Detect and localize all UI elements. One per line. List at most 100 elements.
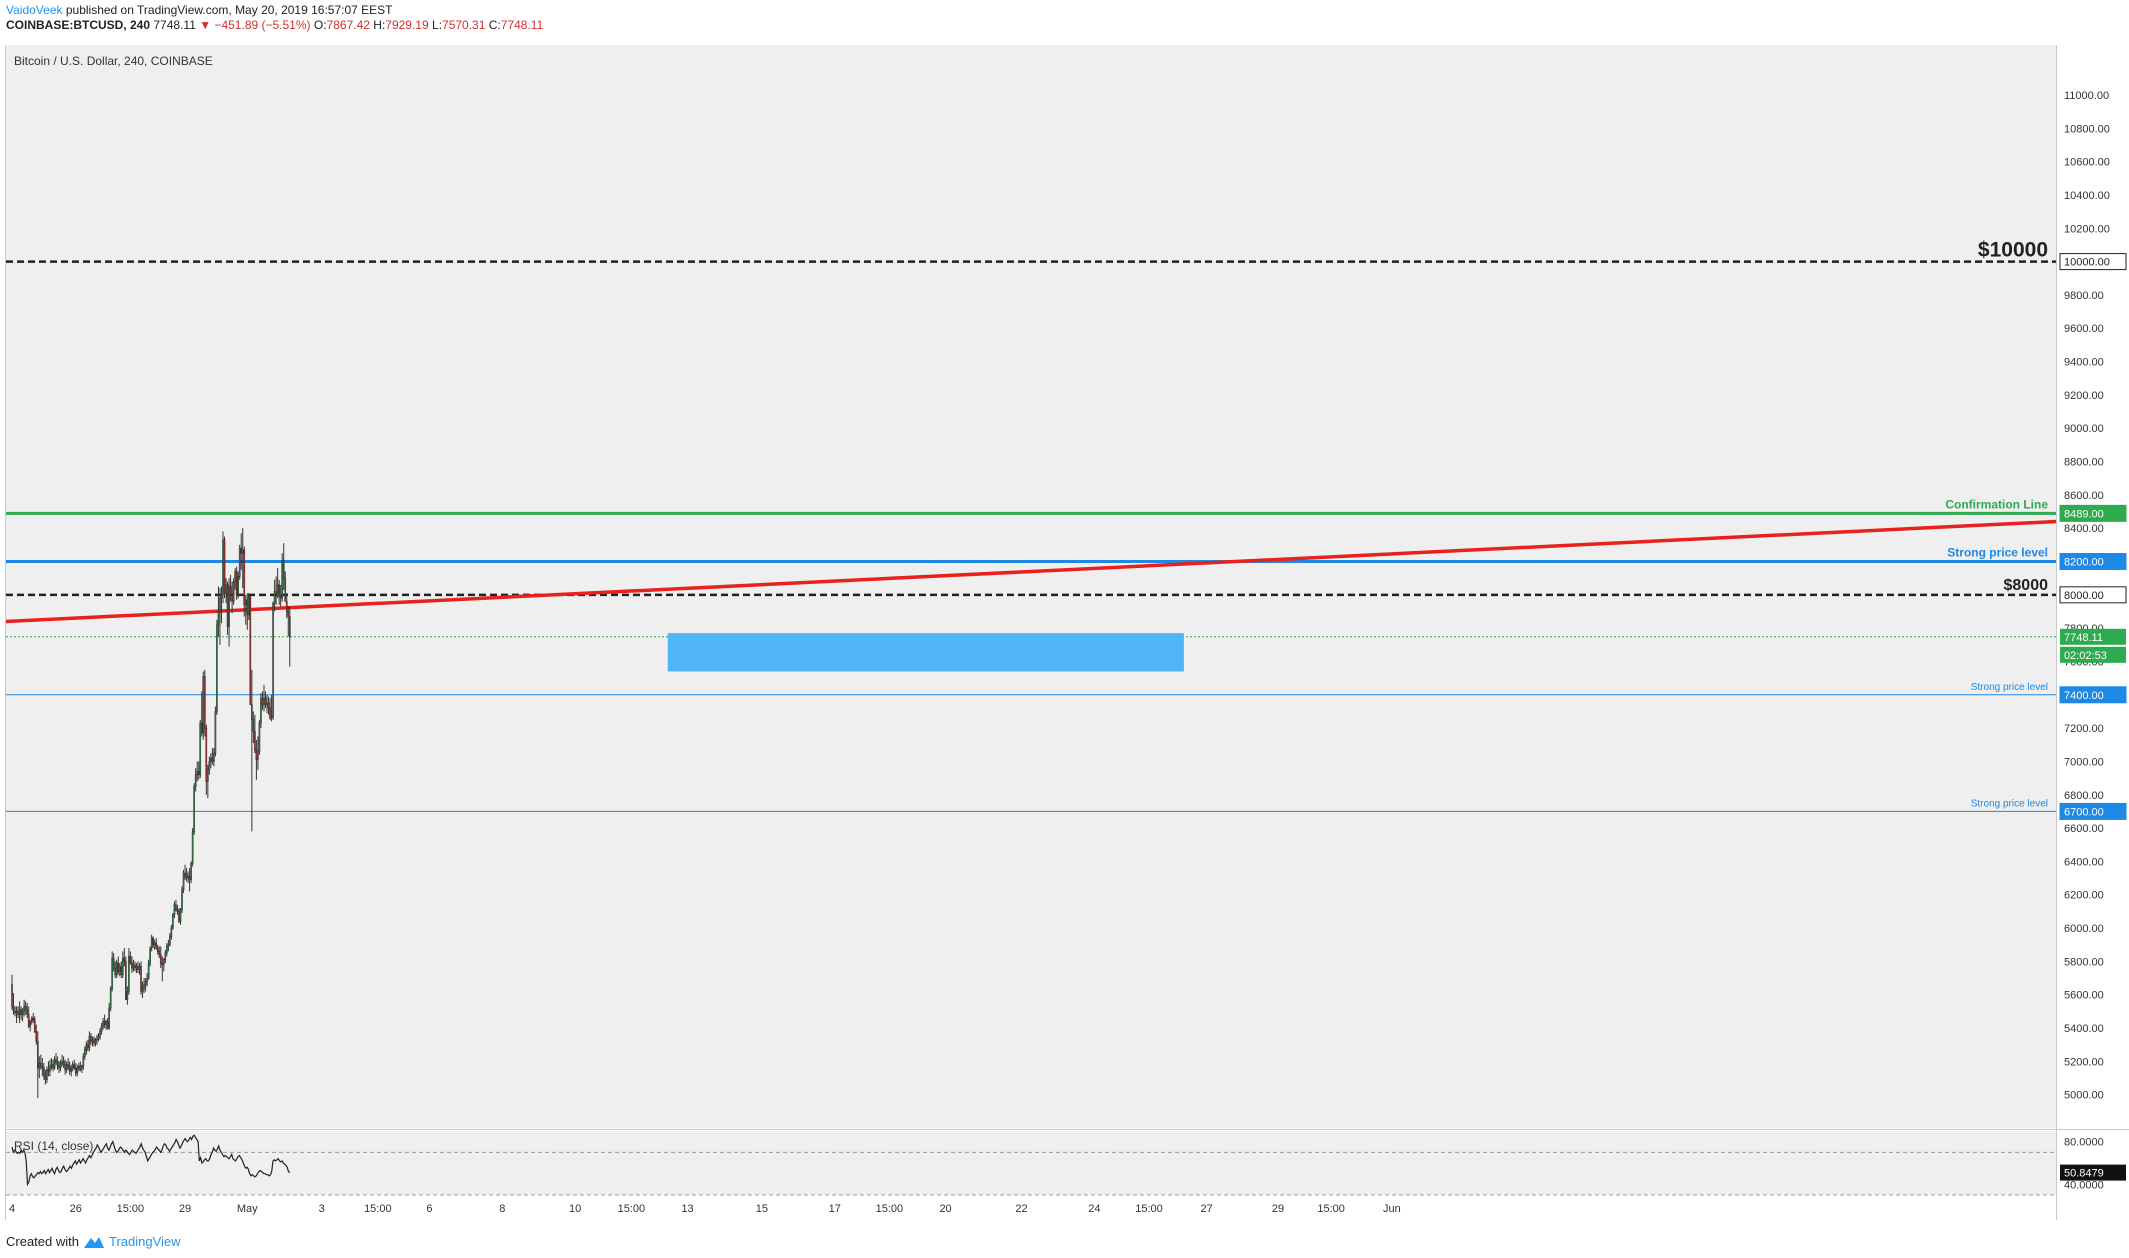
candle-body (203, 676, 206, 729)
candle-body (193, 786, 195, 832)
candle-body (59, 1062, 62, 1069)
candle-body (17, 1011, 19, 1016)
candle-body (185, 874, 188, 879)
candle (200, 691, 203, 737)
candle (211, 748, 214, 765)
candle-body (93, 1039, 95, 1044)
candle (264, 691, 267, 709)
candle (62, 1056, 65, 1069)
confirmation-line-badge (2059, 504, 2127, 522)
candle (184, 864, 186, 880)
price-tick-label: 10800.00 (2064, 123, 2110, 135)
candle-body (214, 711, 217, 754)
candle (152, 936, 155, 949)
candle-body (61, 1061, 63, 1064)
candle (196, 761, 199, 782)
candle-body (238, 547, 241, 577)
candle-body (43, 1067, 45, 1075)
rsi-line (11, 1134, 291, 1187)
candle (238, 544, 241, 580)
candle (208, 756, 211, 775)
price-tick-label: 10200.00 (2064, 223, 2110, 235)
candle (70, 1064, 73, 1077)
strong-level-8200-badge (2059, 553, 2127, 571)
candle-body (108, 1007, 110, 1029)
candle (285, 593, 288, 619)
candle (11, 974, 13, 1010)
level-10000-label: $10000 (1978, 239, 2048, 262)
price-tick-label: 8800.00 (2064, 457, 2104, 469)
candle-body (279, 596, 282, 599)
created-with-text: Created with (6, 1234, 79, 1249)
last-price-badge-text: 7748.11 (2064, 632, 2103, 644)
candle (43, 1063, 45, 1080)
candle-body (153, 942, 156, 946)
candle (84, 1046, 86, 1060)
candle-body (147, 962, 150, 979)
candle-body (229, 586, 232, 596)
candle (188, 868, 191, 892)
price-tick-label: 5600.00 (2064, 990, 2104, 1002)
price-chart[interactable]: Bitcoin / U.S. Dollar, 240, COINBASE 500… (0, 0, 2129, 1220)
candle-body (24, 1006, 27, 1011)
candle-body (251, 704, 253, 721)
level-10000-badge-text: 10000.00 (2064, 257, 2110, 269)
candle-body (240, 547, 243, 554)
candle (111, 951, 114, 992)
candle-body (191, 831, 194, 864)
candle (190, 861, 192, 884)
candle-body (264, 697, 267, 706)
footer: Created with TradingView (6, 1234, 181, 1249)
candle (222, 531, 224, 604)
candle-body (140, 966, 142, 992)
candle (243, 546, 246, 617)
candle (169, 933, 171, 947)
candle-body (118, 966, 121, 972)
candle-body (38, 1062, 41, 1069)
candle-body (223, 539, 226, 594)
candle-body (129, 956, 132, 964)
candle-body (141, 987, 144, 992)
time-tick-label: 15 (756, 1203, 768, 1215)
candle (260, 693, 262, 729)
candle-body (205, 727, 208, 782)
candle-body (30, 1017, 33, 1022)
candle-body (269, 707, 271, 719)
candle-body (232, 581, 235, 602)
price-tick-label: 6800.00 (2064, 790, 2104, 802)
candle (47, 1061, 50, 1077)
candle-body (56, 1061, 59, 1067)
candle-body (287, 611, 290, 617)
candle (144, 978, 147, 992)
rsi-last-badge-text: 50.8479 (2064, 1168, 2104, 1180)
candle-body (114, 967, 117, 976)
candle (68, 1061, 71, 1075)
rsi-last-badge (2060, 1164, 2126, 1181)
price-tick-label: 7200.00 (2064, 723, 2104, 735)
candle-body (158, 951, 161, 956)
candle (135, 963, 138, 974)
candle-body (33, 1019, 36, 1032)
low-label: L: (432, 18, 443, 32)
candle (261, 691, 264, 710)
candle-body (228, 586, 230, 627)
candle-body (77, 1066, 80, 1069)
candle-body (166, 946, 168, 954)
strong-level-7400-label: Strong price level (1971, 682, 2048, 693)
candle-body (235, 571, 238, 596)
candle (49, 1059, 51, 1077)
time-tick-label: 27 (1201, 1203, 1213, 1215)
time-tick-label: May (237, 1203, 258, 1215)
price-tick-label: 5000.00 (2064, 1090, 2104, 1102)
candle (65, 1061, 68, 1074)
candle (64, 1059, 66, 1075)
price-tick-label: 6000.00 (2064, 923, 2104, 935)
price-tick-label: 9800.00 (2064, 290, 2104, 302)
author-link[interactable]: VaidoVeek (6, 3, 63, 17)
candle (14, 1006, 16, 1017)
tradingview-link[interactable]: TradingView (108, 1234, 181, 1249)
candle (20, 1006, 22, 1020)
candle-body (284, 577, 287, 602)
candle-body (120, 966, 123, 976)
candle-body (18, 1009, 21, 1016)
